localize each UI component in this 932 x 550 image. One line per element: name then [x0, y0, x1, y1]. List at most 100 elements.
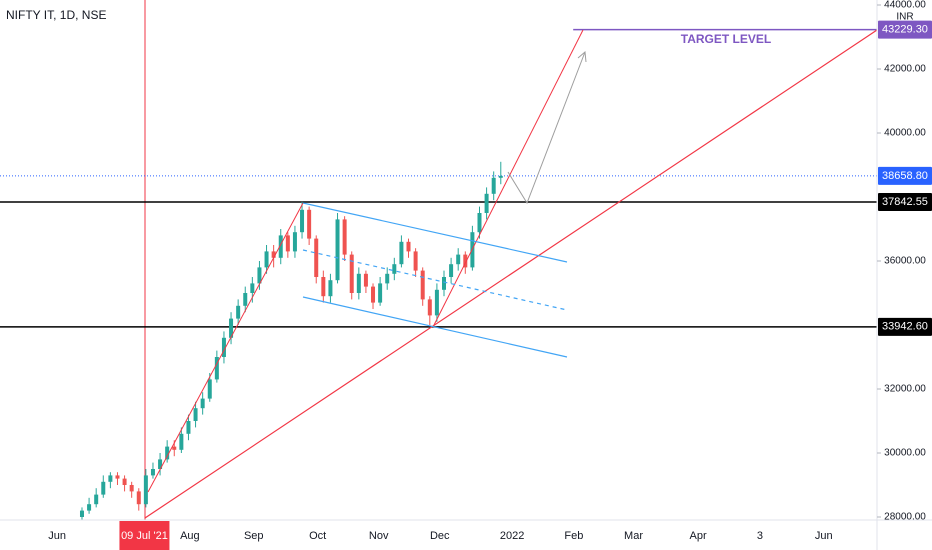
- candle-body: [264, 251, 269, 268]
- candle-body: [243, 293, 248, 306]
- candle-body: [420, 270, 425, 300]
- candle-body: [498, 175, 503, 178]
- price-label-box: [878, 20, 932, 39]
- candle-body: [477, 213, 482, 233]
- candle-body: [250, 283, 255, 293]
- x-tick-label: Sep: [244, 530, 264, 542]
- candle-body: [356, 273, 361, 293]
- candle-body: [129, 485, 134, 492]
- x-tick-label: 09 Jul '21: [121, 530, 168, 542]
- candle-body: [186, 421, 191, 434]
- candle-body: [271, 251, 276, 258]
- currency: INR: [896, 12, 913, 23]
- candle-body: [406, 241, 411, 252]
- candle-body: [165, 446, 170, 460]
- channel-mid: [302, 249, 568, 311]
- candle-body: [328, 280, 333, 297]
- candle-body: [385, 273, 390, 284]
- x-tick-label: Aug: [180, 530, 200, 542]
- y-tick-label: 32000.00: [884, 384, 926, 395]
- candle-body: [79, 510, 84, 517]
- price-label: 33942.60: [882, 321, 928, 333]
- y-tick-label: 40000.00: [884, 128, 926, 139]
- candle-body: [221, 337, 226, 357]
- x-tick-label: Mar: [624, 530, 643, 542]
- x-tick-label: Oct: [309, 530, 326, 542]
- x-tick-label: Jun: [48, 530, 66, 542]
- candle-body: [378, 283, 383, 303]
- candle-body: [179, 433, 184, 450]
- candle-body: [207, 379, 212, 399]
- y-tick-label: 30000.00: [884, 448, 926, 459]
- candle-body: [463, 254, 468, 268]
- candle-body: [442, 277, 447, 290]
- price-label-box: [878, 166, 932, 185]
- x-tick-label: Nov: [369, 530, 389, 542]
- x-tick-label: Apr: [690, 530, 707, 542]
- candle-body: [342, 219, 347, 255]
- candle-body: [349, 254, 354, 293]
- trend-line: [147, 202, 304, 493]
- annotation: TARGET LEVEL: [681, 32, 771, 46]
- candle-body: [214, 357, 219, 380]
- price-label: 37842.55: [882, 196, 928, 208]
- candle-body: [150, 469, 155, 476]
- candle-body: [193, 408, 198, 421]
- candle-body: [399, 241, 404, 265]
- candle-body: [236, 305, 241, 319]
- candle-body: [278, 235, 283, 258]
- y-tick-label: 28000.00: [884, 512, 926, 523]
- price-label-box: [878, 193, 932, 212]
- plot-area: [0, 28, 877, 521]
- candle-body: [363, 273, 368, 287]
- trend-line: [144, 29, 878, 519]
- candle-body: [484, 193, 489, 213]
- x-tick-label: Feb: [564, 530, 583, 542]
- candle-body: [87, 504, 92, 511]
- trend-line: [432, 29, 584, 328]
- candle-body: [115, 475, 120, 479]
- drawings: [144, 29, 878, 519]
- candle-body: [371, 286, 376, 303]
- price-label-box: [878, 317, 932, 336]
- candle-body: [200, 398, 205, 409]
- y-tick-label: 36000.00: [884, 256, 926, 267]
- candle-body: [427, 299, 432, 316]
- chart-title: NIFTY IT, 1D, NSE: [6, 8, 106, 22]
- x-tick-label: Jun: [815, 530, 833, 542]
- candle-body: [335, 219, 340, 281]
- x-tick-label: 3: [757, 530, 763, 542]
- axes: 28000.00 30000.00 32000.00 36000.00 40000.00…: [48, 0, 932, 550]
- candle-body: [136, 491, 141, 505]
- candle-body: [449, 264, 454, 277]
- y-tick-label: 42000.00: [884, 64, 926, 75]
- candle-body: [392, 264, 397, 274]
- candle-body: [491, 177, 496, 194]
- candle-body: [307, 209, 312, 239]
- x-tick-label: 2022: [500, 530, 524, 542]
- candle-body: [229, 318, 234, 338]
- candle-body: [456, 254, 461, 265]
- candle-body: [94, 494, 99, 505]
- y-tick-label: 44000.00: [884, 0, 926, 11]
- price-label: 38658.80: [882, 170, 928, 182]
- candle-body: [285, 235, 290, 252]
- candle-body: [143, 475, 148, 505]
- candle-body: [300, 209, 305, 233]
- channel-lower: [302, 296, 568, 358]
- candle-body: [314, 238, 319, 277]
- candle-body: [158, 459, 163, 469]
- candle-body: [434, 289, 439, 316]
- x-tick-highlight: [119, 521, 170, 550]
- candle-body: [292, 232, 297, 252]
- channel-upper: [302, 202, 568, 263]
- candle-body: [257, 267, 262, 284]
- projection-arrow: [507, 51, 586, 205]
- price-label: 43229.30: [882, 24, 928, 36]
- candle-body: [122, 478, 127, 485]
- candle-body: [101, 481, 106, 495]
- candle-body: [108, 475, 113, 482]
- x-tick-label: Dec: [430, 530, 450, 542]
